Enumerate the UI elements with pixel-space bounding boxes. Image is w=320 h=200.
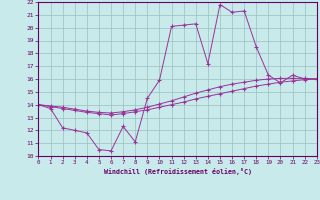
X-axis label: Windchill (Refroidissement éolien,°C): Windchill (Refroidissement éolien,°C) — [104, 168, 252, 175]
